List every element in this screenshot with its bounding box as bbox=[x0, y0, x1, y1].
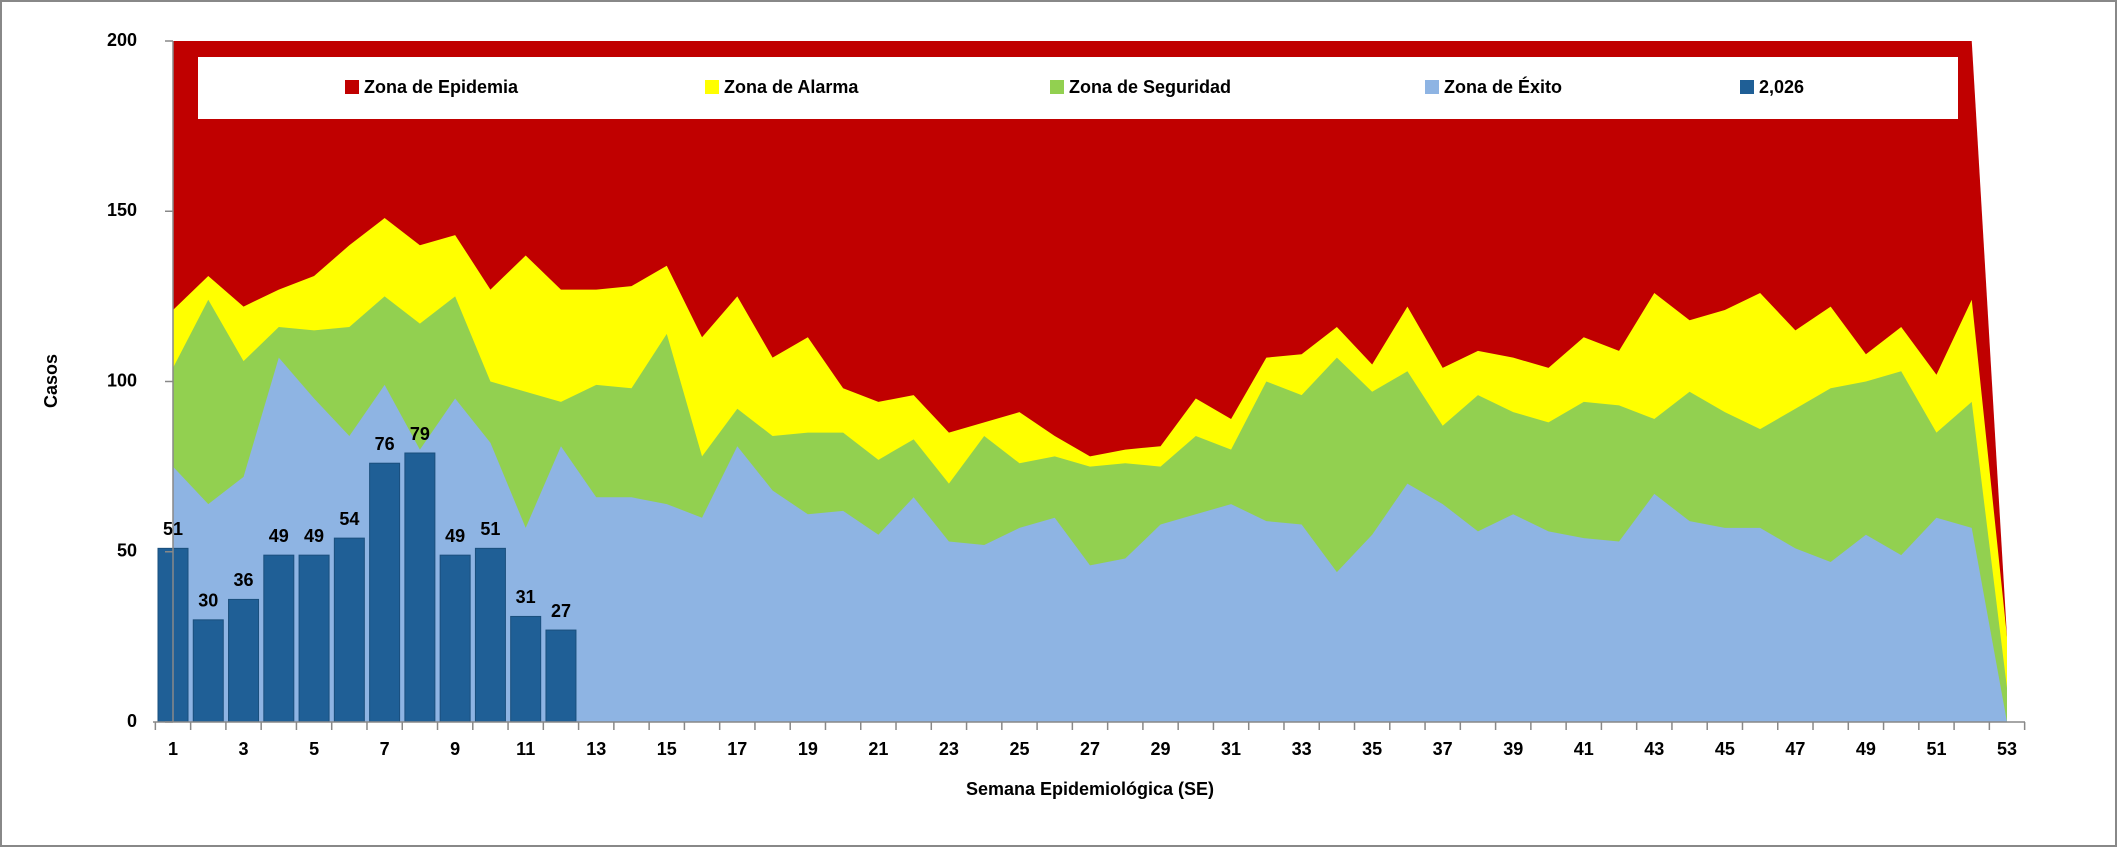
legend-label: Zona de Epidemia bbox=[364, 77, 519, 97]
y-axis-label: Casos bbox=[41, 354, 61, 408]
x-tick-label: 13 bbox=[586, 739, 606, 759]
y-tick-label: 0 bbox=[127, 711, 137, 731]
bar bbox=[192, 619, 224, 723]
data-label: 30 bbox=[198, 591, 218, 611]
x-tick-label: 35 bbox=[1362, 739, 1382, 759]
x-tick-label: 51 bbox=[1926, 739, 1946, 759]
x-tick-label: 33 bbox=[1292, 739, 1312, 759]
bar bbox=[510, 615, 542, 723]
x-tick-label: 53 bbox=[1997, 739, 2017, 759]
data-label: 36 bbox=[234, 570, 254, 590]
legend-label: Zona de Seguridad bbox=[1069, 77, 1231, 97]
data-label: 76 bbox=[375, 434, 395, 454]
bar bbox=[404, 452, 436, 723]
x-tick-label: 39 bbox=[1503, 739, 1523, 759]
x-tick-label: 9 bbox=[450, 739, 460, 759]
bar bbox=[228, 598, 260, 723]
x-tick-label: 43 bbox=[1644, 739, 1664, 759]
legend-swatch bbox=[345, 80, 359, 94]
y-tick-label: 150 bbox=[107, 200, 137, 220]
data-label: 31 bbox=[516, 587, 536, 607]
legend-swatch bbox=[705, 80, 719, 94]
y-tick-label: 50 bbox=[117, 541, 137, 561]
area bbox=[173, 357, 2007, 722]
legend-label: Zona de Éxito bbox=[1444, 76, 1562, 97]
x-tick-label: 49 bbox=[1856, 739, 1876, 759]
x-tick-label: 37 bbox=[1433, 739, 1453, 759]
bar bbox=[333, 537, 365, 723]
bar bbox=[298, 554, 330, 723]
data-label: 54 bbox=[339, 509, 359, 529]
x-tick-label: 27 bbox=[1080, 739, 1100, 759]
x-tick-label: 45 bbox=[1715, 739, 1735, 759]
x-tick-label: 5 bbox=[309, 739, 319, 759]
x-tick-label: 19 bbox=[798, 739, 818, 759]
x-tick-label: 23 bbox=[939, 739, 959, 759]
bar bbox=[263, 554, 295, 723]
legend-swatch bbox=[1050, 80, 1064, 94]
data-label: 79 bbox=[410, 424, 430, 444]
x-tick-label: 41 bbox=[1574, 739, 1594, 759]
x-axis-label: Semana Epidemiológica (SE) bbox=[966, 779, 1214, 799]
data-label: 27 bbox=[551, 601, 571, 621]
x-tick-label: 25 bbox=[1009, 739, 1029, 759]
x-tick-label: 31 bbox=[1221, 739, 1241, 759]
plot-area bbox=[157, 41, 2007, 723]
data-label: 49 bbox=[269, 526, 289, 546]
x-tick-label: 21 bbox=[868, 739, 888, 759]
x-tick-label: 17 bbox=[727, 739, 747, 759]
legend-swatch bbox=[1425, 80, 1439, 94]
x-tick-label: 47 bbox=[1785, 739, 1805, 759]
data-label: 49 bbox=[445, 526, 465, 546]
y-tick-label: 100 bbox=[107, 370, 137, 390]
data-label: 49 bbox=[304, 526, 324, 546]
y-tick-label: 200 bbox=[107, 30, 137, 50]
bar bbox=[474, 547, 506, 723]
x-tick-label: 7 bbox=[380, 739, 390, 759]
x-tick-label: 11 bbox=[516, 739, 535, 759]
legend-swatch bbox=[1740, 80, 1754, 94]
x-tick-label: 29 bbox=[1151, 739, 1171, 759]
bar bbox=[439, 554, 471, 723]
legend-label: Zona de Alarma bbox=[724, 77, 859, 97]
x-tick-label: 3 bbox=[239, 739, 249, 759]
legend-box bbox=[198, 57, 1958, 119]
bar bbox=[545, 629, 577, 723]
x-tick-label: 15 bbox=[657, 739, 677, 759]
data-label: 51 bbox=[480, 519, 500, 539]
x-tick-label: 1 bbox=[168, 739, 178, 759]
bar bbox=[369, 462, 401, 723]
legend-label: 2,026 bbox=[1759, 77, 1804, 97]
